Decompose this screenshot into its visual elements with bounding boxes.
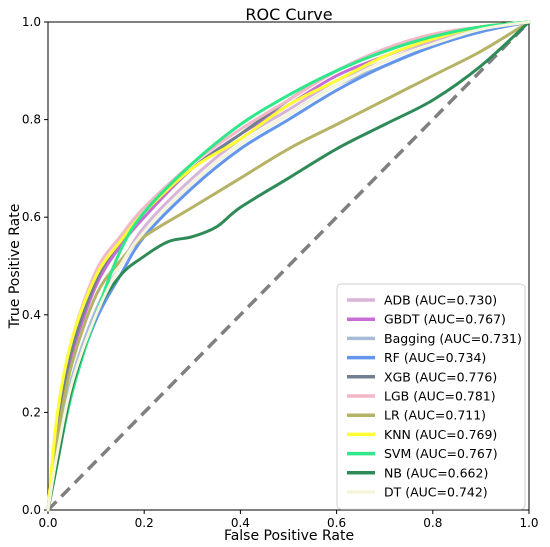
legend-entry: SVM (AUC=0.767) (384, 446, 498, 461)
x-tick-label: 0.0 (38, 516, 57, 530)
y-tick-label: 0.8 (22, 113, 41, 127)
legend-entry: LGB (AUC=0.781) (384, 389, 496, 404)
y-tick-label: 1.0 (22, 15, 41, 29)
axis-ticks: 0.0 0.2 0.4 0.6 0.8 1.0 0.0 0.2 0.4 0.6 0.8 1.0 (22, 15, 539, 530)
x-tick-label: 0.4 (231, 516, 250, 530)
roc-line-lr (46, 20, 531, 512)
x-tick-label: 0.6 (327, 516, 346, 530)
legend-entry: NB (AUC=0.662) (384, 465, 488, 480)
legend-entry: KNN (AUC=0.769) (384, 427, 497, 442)
x-tick-label: 0.2 (135, 516, 154, 530)
legend-entry: GBDT (AUC=0.767) (384, 312, 506, 327)
plot-frame (47, 21, 530, 511)
x-tick-label: 0.8 (423, 516, 442, 530)
legend-entry: LR (AUC=0.711) (384, 408, 486, 423)
roc-series (46, 20, 531, 512)
y-tick-label: 0.0 (22, 503, 41, 517)
x-axis-label: False Positive Rate (224, 528, 354, 544)
legend-entry: ADB (AUC=0.730) (384, 293, 497, 308)
y-tick-label: 0.2 (22, 405, 41, 419)
roc-line-knn (46, 20, 531, 512)
legend: ADB (AUC=0.730) GBDT (AUC=0.767) Bagging (… (336, 283, 526, 510)
legend-entry: RF (AUC=0.734) (384, 350, 486, 365)
y-tick-label: 0.6 (22, 210, 41, 224)
legend-entry: DT (AUC=0.742) (384, 485, 488, 500)
chart-title: ROC Curve (245, 5, 332, 24)
y-axis-label: True Positive Rate (7, 204, 23, 330)
legend-entry: XGB (AUC=0.776) (384, 369, 497, 384)
x-tick-label: 1.0 (519, 516, 538, 530)
chance-diagonal (46, 20, 531, 512)
y-tick-label: 0.4 (22, 308, 41, 322)
roc-line-dt (46, 20, 531, 512)
legend-entry: Bagging (AUC=0.731) (384, 331, 522, 346)
legend-box (336, 283, 526, 510)
